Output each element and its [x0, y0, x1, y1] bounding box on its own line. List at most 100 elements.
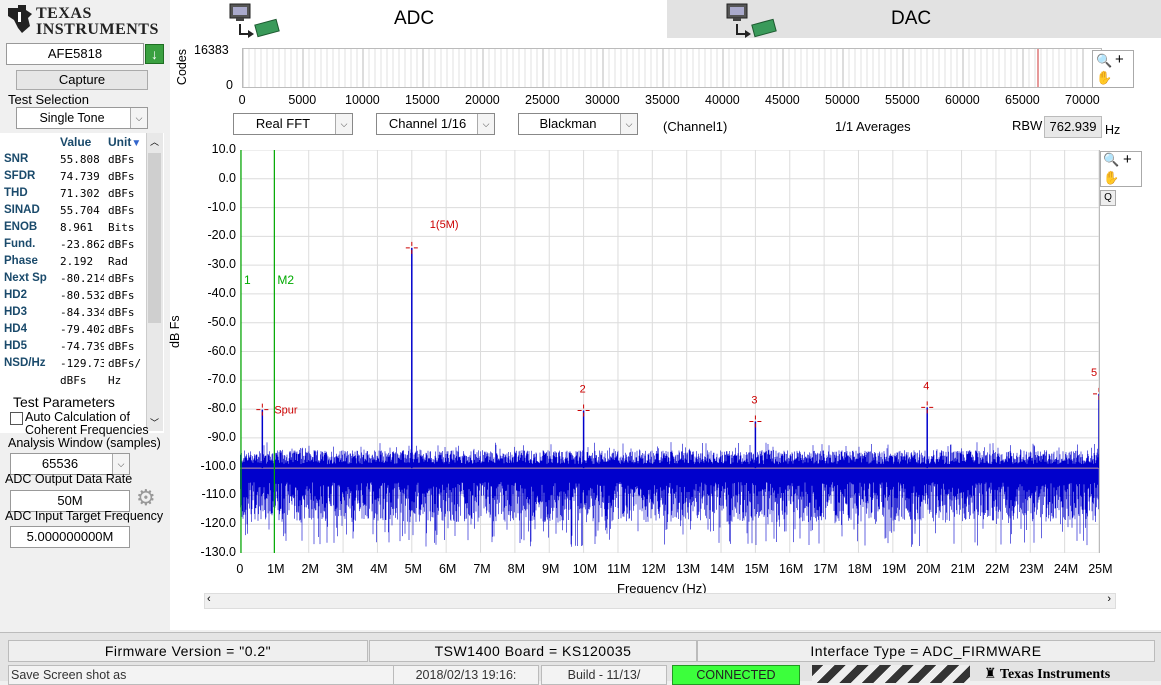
fft-marker-label: Spur — [274, 405, 298, 417]
window-dropdown[interactable]: Blackman ⌵ — [518, 113, 638, 135]
datetime-text: 2018/02/13 19:16: — [415, 668, 517, 682]
left-panel: AFE5818 ↓ Capture Test Selection Single … — [0, 40, 168, 630]
chevron-right-icon[interactable]: › — [1107, 593, 1111, 605]
metric-row[interactable]: SNR 55.808 dBFs — [0, 153, 146, 170]
board-to-pc-icon — [726, 3, 777, 38]
fft-marker-label: 2 — [580, 384, 586, 396]
metric-row[interactable]: Fund. -23.862 dBFs — [0, 238, 146, 255]
output-rate-field[interactable]: 50M — [10, 490, 130, 512]
horizontal-scrollbar[interactable]: ‹ › — [204, 593, 1116, 609]
auto-calc-label-1: Auto Calculation of — [25, 410, 130, 424]
board-text: TSW1400 Board = KS120035 — [434, 643, 632, 659]
fft-type-dropdown[interactable]: Real FFT ⌵ — [233, 113, 353, 135]
metric-row[interactable]: HD4 -79.402 dBFs — [0, 323, 146, 340]
busy-indicator — [812, 665, 970, 683]
metric-row[interactable]: dBFs Hz — [0, 374, 146, 391]
fft-ytick: -90.0 — [207, 429, 237, 444]
fft-zoom-tools[interactable]: 🔍 + ✋ — [1100, 151, 1142, 187]
chevron-down-icon: ﹀ — [150, 418, 160, 428]
zoom-icon[interactable]: 🔍 — [1096, 53, 1113, 68]
fft-marker — [405, 241, 418, 254]
metric-row[interactable]: Phase 2.192 Rad — [0, 255, 146, 272]
metric-row[interactable]: SINAD 55.704 dBFs — [0, 204, 146, 221]
fft-plot[interactable]: 1(5M) 2 3 4 5 Spur 1 M2 — [239, 149, 1105, 554]
codes-xtick: 60000 — [945, 93, 980, 107]
input-freq-value: 5.000000000M — [26, 529, 114, 544]
codes-ytick-max: 16383 — [194, 43, 229, 57]
fft-xtick: 10M — [572, 562, 598, 576]
metric-row[interactable]: HD2 -80.532 dBFs — [0, 289, 146, 306]
connection-status-badge: CONNECTED — [672, 665, 800, 685]
auto-calc-checkbox[interactable] — [10, 412, 23, 425]
crosshair-icon[interactable]: + — [1115, 51, 1124, 68]
sort-down-icon: ▼ — [131, 138, 142, 149]
hand-pan-icon[interactable]: ✋ — [1096, 70, 1113, 85]
output-rate-value: 50M — [57, 493, 83, 508]
analysis-window-dropdown[interactable]: 65536 ⌵ — [10, 453, 130, 475]
fft-marker — [921, 401, 934, 414]
fft-xtick: 18M — [847, 562, 872, 576]
fft-xtick: 11M — [607, 562, 631, 576]
codes-xtick: 0 — [238, 93, 246, 107]
metric-row[interactable]: ENOB 8.961 Bits — [0, 221, 146, 238]
fft-xtick: 24M — [1053, 562, 1079, 576]
fft-ytick: -120.0 — [200, 516, 236, 531]
metric-name: Phase — [4, 255, 38, 267]
device-field[interactable]: AFE5818 — [6, 43, 144, 65]
chevron-left-icon[interactable]: ‹ — [207, 593, 211, 605]
zoom-icon[interactable]: 🔍 — [1103, 152, 1120, 167]
metric-value: -80.214 — [60, 272, 104, 285]
channel-dropdown[interactable]: Channel 1/16 ⌵ — [376, 113, 495, 135]
metric-row[interactable]: Next Sp -80.214 dBFs — [0, 272, 146, 289]
codes-plot[interactable] — [242, 48, 1102, 88]
tab-adc[interactable]: ADC — [170, 0, 667, 39]
codes-ylabel-text: Codes — [175, 48, 190, 86]
metric-row[interactable]: HD5 -74.739 dBFs — [0, 340, 146, 357]
metrics-table: Value Unit▼ SNR 55.808 dBFs SFDR 74.739 dBFs T… — [0, 133, 164, 433]
ti-footer-logo-icon: ♜ — [984, 665, 997, 681]
hand-pan-icon[interactable]: ✋ — [1103, 170, 1120, 185]
metrics-scrollbar[interactable]: ︿ ﹀ — [146, 133, 163, 431]
logo-line1: TEXAS — [36, 5, 92, 22]
test-selection-label: Test Selection — [8, 92, 89, 107]
metric-row[interactable]: SFDR 74.739 dBFs — [0, 170, 146, 187]
fft-xtick: 14M — [710, 562, 735, 576]
input-freq-field[interactable]: 5.000000000M — [10, 526, 130, 548]
metric-row[interactable]: NSD/Hz -129.73 dBFs/ — [0, 357, 146, 374]
fft-noise-trace — [239, 442, 1099, 547]
metric-name: Fund. — [4, 238, 36, 250]
test-selection-dropdown[interactable]: Single Tone ⌵ — [16, 107, 148, 129]
save-screenshot-button[interactable]: Save Screen shot as — [8, 665, 394, 685]
save-screenshot-label: Save Screen shot as — [11, 668, 127, 682]
fft-ylabel-text: dB Fs — [168, 315, 182, 348]
codes-zoom-tools[interactable]: 🔍 + ✋ — [1092, 50, 1134, 88]
metric-unit: dBFs — [108, 306, 135, 319]
metric-unit: dBFs — [108, 272, 135, 285]
tab-adc-label: ADC — [394, 8, 435, 29]
codes-xtick: 10000 — [345, 93, 380, 107]
chevron-down-icon: ⌵ — [112, 454, 129, 474]
metrics-header-value: Value — [60, 135, 92, 149]
metric-value: 55.808 — [60, 153, 100, 166]
fft-xtick: 4M — [370, 562, 388, 576]
capture-button[interactable]: Capture — [16, 70, 148, 90]
metric-value: dBFs — [60, 374, 87, 387]
tab-dac[interactable]: DAC — [667, 0, 1161, 38]
fft-ytick: -130.0 — [200, 545, 236, 559]
metric-name: HD3 — [4, 306, 28, 318]
metric-row[interactable]: HD3 -84.334 dBFs — [0, 306, 146, 323]
logo-line2: INSTRUMENTS — [36, 21, 159, 38]
download-arrow-icon[interactable]: ↓ — [145, 44, 164, 64]
fft-xtick: 21M — [950, 562, 976, 576]
codes-xtick: 55000 — [885, 93, 920, 107]
codes-xtick: 70000 — [1065, 93, 1100, 107]
metric-row[interactable]: THD 71.302 dBFs — [0, 187, 146, 204]
gear-icon[interactable]: ⚙ — [136, 485, 156, 510]
zoom-reset-icon[interactable]: Q — [1100, 190, 1116, 206]
pc-to-board-icon — [229, 3, 280, 38]
scroll-thumb[interactable] — [148, 153, 161, 323]
fft-ytick: -70.0 — [207, 372, 237, 387]
crosshair-icon[interactable]: + — [1123, 151, 1132, 168]
metrics-header-unit[interactable]: Unit▼ — [108, 135, 141, 151]
averages-label: 1/1 Averages — [835, 119, 911, 134]
